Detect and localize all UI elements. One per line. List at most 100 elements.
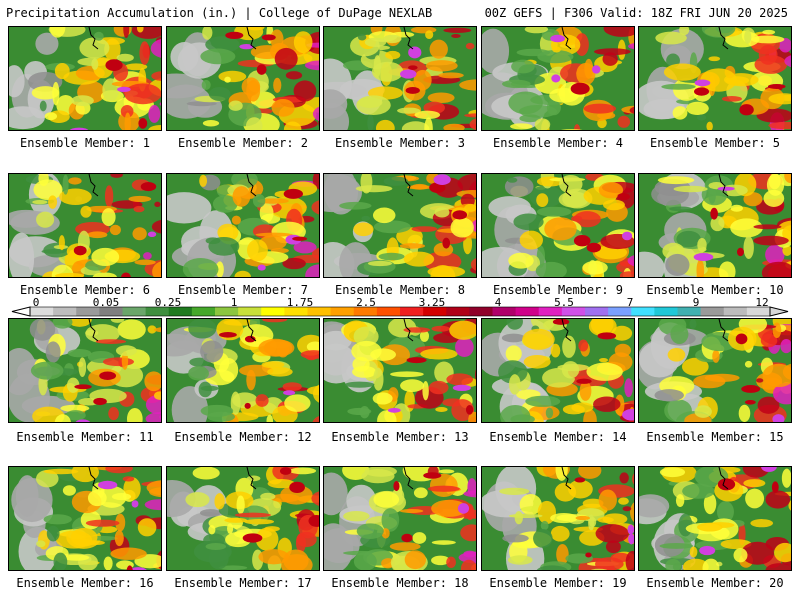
colorbar-swatch <box>215 307 239 316</box>
colorbar-swatch <box>492 307 517 316</box>
header-valid-time: 00Z GEFS | F306 Valid: 18Z FRI JUN 20 20… <box>484 6 788 20</box>
colorbar-tick-label: 0.05 <box>92 296 120 309</box>
colorbar-tick-label: 7 <box>626 296 634 309</box>
ensemble-member-label: Ensemble Member: 6 <box>19 283 151 297</box>
colorbar-left-arrow <box>11 306 31 317</box>
colorbar-swatch <box>677 307 702 316</box>
colorbar-swatch <box>585 307 609 316</box>
ensemble-member-map <box>481 173 635 278</box>
precip-field <box>167 27 319 130</box>
colorbar-swatch <box>353 307 378 316</box>
ensemble-member-map <box>8 173 162 278</box>
precip-field <box>9 174 161 277</box>
colorbar-swatch <box>145 307 170 316</box>
colorbar-swatch <box>30 307 54 316</box>
colorbar-swatch <box>446 307 470 316</box>
colorbar-tick-label: 1 <box>230 296 238 309</box>
ensemble-member-label: Ensemble Member: 3 <box>334 136 466 150</box>
ensemble-member-map <box>323 466 477 571</box>
colorbar-swatch <box>99 307 123 316</box>
precip-field <box>9 319 161 422</box>
ensemble-member-label: Ensemble Member: 5 <box>649 136 781 150</box>
colorbar-swatch <box>122 307 147 316</box>
colorbar-right-arrow <box>769 306 789 317</box>
colorbar-swatch <box>400 307 424 316</box>
colorbar-swatch <box>376 307 401 316</box>
colorbar-swatch <box>700 307 725 316</box>
colorbar-tick-label: 5.5 <box>554 296 574 309</box>
colorbar-swatch <box>538 307 563 316</box>
colorbar-swatch <box>469 307 493 316</box>
colorbar-tick-label: 9 <box>692 296 700 309</box>
ensemble-member-label: Ensemble Member: 20 <box>646 576 784 590</box>
colorbar-swatch <box>423 307 447 316</box>
precip-field <box>167 319 319 422</box>
header-title: Precipitation Accumulation (in.) | Colle… <box>6 6 433 20</box>
colorbar-swatch <box>76 307 100 316</box>
colorbar-swatch <box>53 307 77 316</box>
precip-field <box>639 319 791 422</box>
colorbar-swatch <box>608 307 632 316</box>
ensemble-member-map <box>481 318 635 423</box>
colorbar-swatch <box>631 307 655 316</box>
colorbar-swatch <box>723 307 748 316</box>
ensemble-member-label: Ensemble Member: 12 <box>174 430 312 444</box>
colorbar-tick-label: 0.25 <box>154 296 182 309</box>
colorbar-swatch <box>561 307 586 316</box>
ensemble-member-label: Ensemble Member: 15 <box>646 430 784 444</box>
precip-field <box>167 467 319 570</box>
colorbar-swatch <box>746 307 771 316</box>
precip-field <box>9 467 161 570</box>
precip-field <box>324 319 476 422</box>
ensemble-member-label: Ensemble Member: 10 <box>646 283 784 297</box>
colorbar-swatch <box>191 307 216 316</box>
precip-field <box>324 174 476 277</box>
ensemble-member-label: Ensemble Member: 2 <box>177 136 309 150</box>
ensemble-member-label: Ensemble Member: 9 <box>492 283 624 297</box>
ensemble-member-map <box>638 26 792 131</box>
ensemble-member-label: Ensemble Member: 19 <box>489 576 627 590</box>
ensemble-member-label: Ensemble Member: 8 <box>334 283 466 297</box>
colorbar-swatch <box>168 307 193 316</box>
ensemble-member-map <box>481 26 635 131</box>
colorbar <box>11 306 789 317</box>
ensemble-member-label: Ensemble Member: 11 <box>16 430 154 444</box>
colorbar-swatch <box>515 307 540 316</box>
ensemble-member-map <box>8 318 162 423</box>
precip-field <box>482 27 634 130</box>
colorbar-tick-label: 3.25 <box>418 296 446 309</box>
precip-field <box>482 467 634 570</box>
ensemble-member-label: Ensemble Member: 14 <box>489 430 627 444</box>
precip-field <box>9 27 161 130</box>
precip-field <box>639 467 791 570</box>
colorbar-swatch <box>261 307 285 316</box>
ensemble-member-map <box>638 466 792 571</box>
ensemble-member-map <box>481 466 635 571</box>
precip-field <box>167 174 319 277</box>
ensemble-member-map <box>323 173 477 278</box>
colorbar-tick-label: 4 <box>494 296 502 309</box>
ensemble-member-map <box>638 318 792 423</box>
ensemble-member-label: Ensemble Member: 18 <box>331 576 469 590</box>
ensemble-member-map <box>8 26 162 131</box>
ensemble-member-map <box>166 318 320 423</box>
colorbar-tick-label: 2.5 <box>356 296 376 309</box>
colorbar-swatch <box>654 307 678 316</box>
precip-field <box>324 27 476 130</box>
ensemble-member-map <box>323 26 477 131</box>
ensemble-member-map <box>166 173 320 278</box>
precip-field <box>482 174 634 277</box>
ensemble-member-map <box>166 466 320 571</box>
ensemble-member-label: Ensemble Member: 1 <box>19 136 151 150</box>
ensemble-member-label: Ensemble Member: 4 <box>492 136 624 150</box>
precip-field <box>639 174 791 277</box>
ensemble-member-map <box>638 173 792 278</box>
colorbar-swatch <box>284 307 308 316</box>
ensemble-member-map <box>166 26 320 131</box>
ensemble-member-label: Ensemble Member: 17 <box>174 576 312 590</box>
precip-field <box>324 467 476 570</box>
colorbar-swatch <box>330 307 355 316</box>
colorbar-swatch <box>307 307 332 316</box>
colorbar-tick-label: 1.75 <box>286 296 314 309</box>
ensemble-member-map <box>323 318 477 423</box>
